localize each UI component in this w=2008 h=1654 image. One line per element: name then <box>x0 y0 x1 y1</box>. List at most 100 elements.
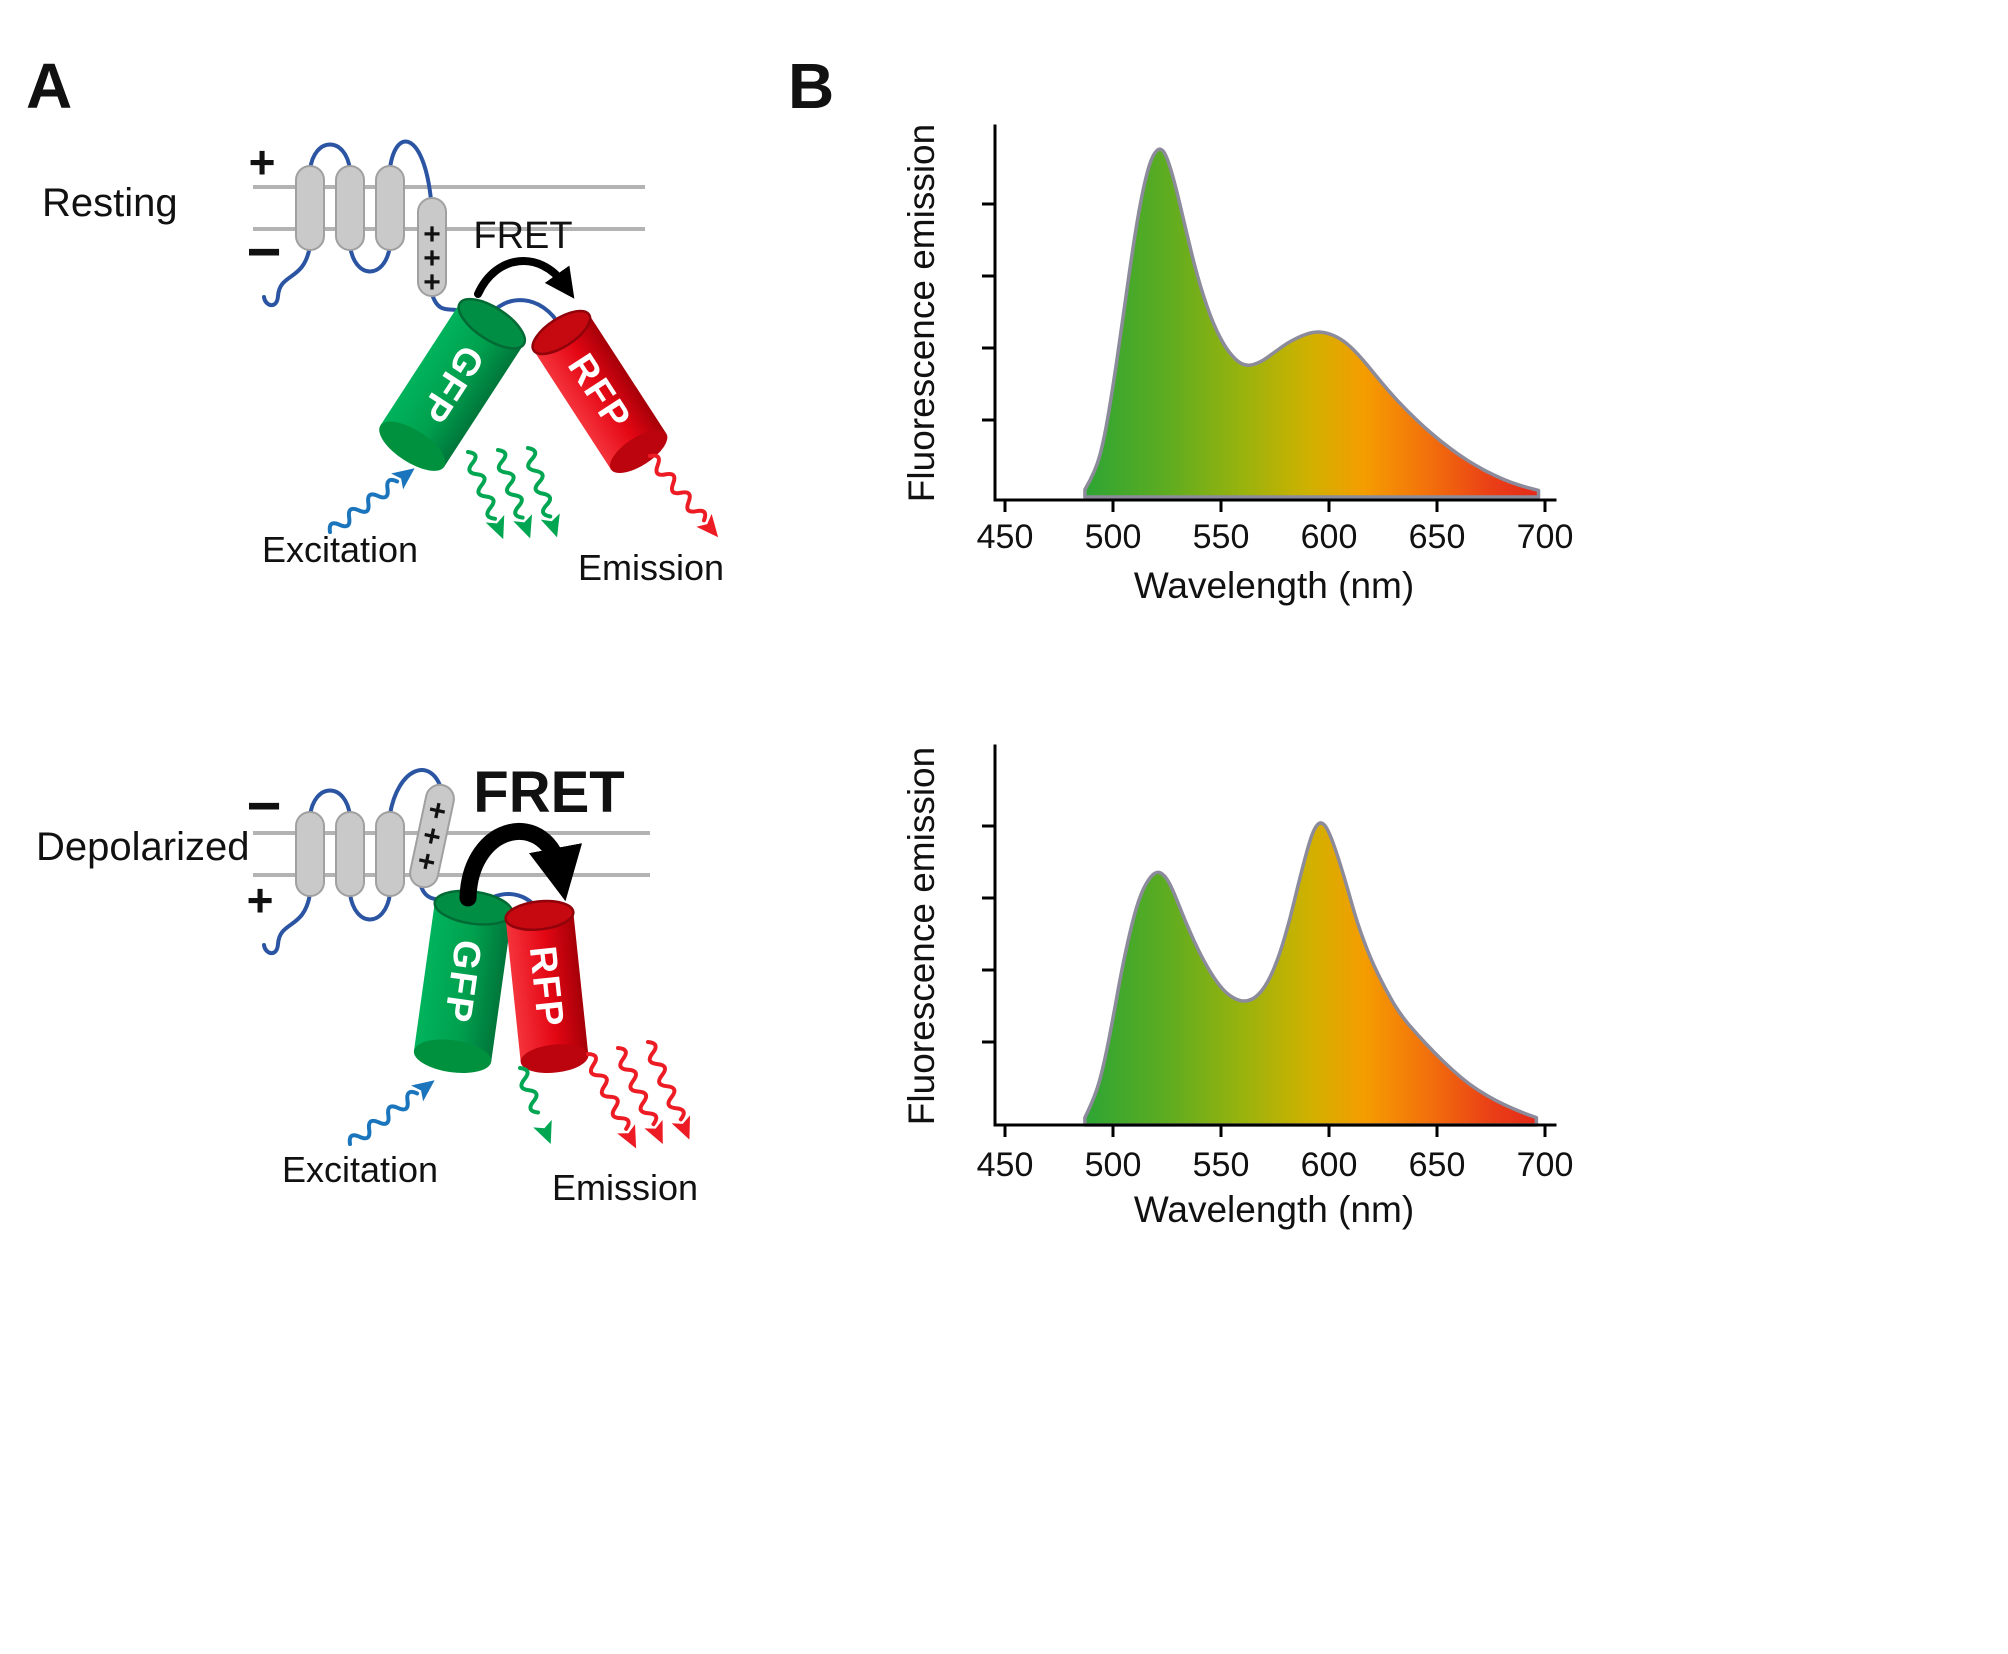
membrane-charge-top: − <box>246 772 281 839</box>
n-terminus-loop <box>262 244 312 308</box>
s4-charge-2: + <box>423 242 441 275</box>
gfp-top-cap <box>457 297 527 350</box>
resting-diagram: Resting + − + + + <box>42 136 724 588</box>
loop-top-2 <box>388 768 443 816</box>
s4-helix-body <box>417 197 447 297</box>
emission-wave <box>648 453 708 523</box>
excitation-wave-arrow <box>347 1080 435 1146</box>
emission-wave <box>616 1046 659 1127</box>
gfp-cylinder: GFP <box>413 889 514 1074</box>
excitation-label: Excitation <box>282 1149 438 1190</box>
emission-wave-arrow-green-1 <box>466 450 505 540</box>
rfp-bottom-cap <box>609 430 668 474</box>
loop-top-1 <box>308 788 352 818</box>
excitation-wave-arrow <box>327 468 415 534</box>
s4-charge-3: + <box>423 266 441 299</box>
depolarized-state-label: Depolarized <box>36 825 249 869</box>
emission-wave <box>646 1040 686 1122</box>
x-tick-label: 550 <box>1193 1146 1250 1184</box>
emission-arrowhead-icon <box>533 1119 552 1145</box>
panel-b: B 450 500 550 600 650 700 Wavelength (nm… <box>788 50 1573 1230</box>
fret-arrow <box>459 823 583 907</box>
s4-helix-body <box>409 783 455 889</box>
gfp-body <box>380 303 524 467</box>
excitation-wave <box>347 1089 420 1146</box>
x-tick-label: 650 <box>1409 518 1466 556</box>
helix-2 <box>335 165 365 251</box>
emission-arrowhead-icon <box>540 513 560 538</box>
loop-bottom-1 <box>348 892 392 922</box>
fret-arrow <box>474 257 575 299</box>
emission-wave-arrow-green-1 <box>518 1066 552 1145</box>
resting-state-label: Resting <box>42 181 178 225</box>
rfp-top-cap <box>504 899 575 932</box>
emission-wave <box>466 450 497 521</box>
rfp-bottom-cap <box>520 1044 589 1073</box>
x-tick-label: 650 <box>1409 1146 1466 1184</box>
excitation-label: Excitation <box>262 529 418 570</box>
x-tick-label: 450 <box>977 1146 1034 1184</box>
panel-a-label: A <box>26 50 72 122</box>
emission-wave-arrow-red-1 <box>648 453 719 538</box>
membrane-charge-bottom: − <box>246 218 281 285</box>
panel-a: A Resting + − + + <box>26 50 724 1208</box>
membrane-charge-bottom: + <box>247 874 274 926</box>
emission-wave-arrow-red-3 <box>646 1040 691 1140</box>
x-tick-label: 500 <box>1085 1146 1142 1184</box>
membrane-charge-top: + <box>249 136 276 188</box>
n-terminus-loop <box>262 892 312 956</box>
chart-axes <box>993 124 1557 502</box>
fret-label: FRET <box>473 215 572 257</box>
x-axis-label: Wavelength (nm) <box>1134 565 1414 606</box>
y-axis-label: Fluorescence emission <box>901 747 942 1125</box>
x-axis-ticks <box>1003 1125 1547 1137</box>
emission-arrowhead-icon <box>671 1115 691 1140</box>
panel-b-label: B <box>788 50 834 122</box>
rfp-body <box>533 314 667 470</box>
loop-bottom-1 <box>348 244 392 274</box>
emission-wave <box>526 446 553 519</box>
fret-label: FRET <box>473 760 624 825</box>
chart-resting: 450 500 550 600 650 700 Wavelength (nm) … <box>901 124 1573 606</box>
emission-spectrum-curve <box>1083 821 1539 1127</box>
x-axis-label: Wavelength (nm) <box>1134 1189 1414 1230</box>
excitation-arrowhead-icon <box>391 468 415 490</box>
helix-3 <box>375 165 405 251</box>
x-tick-label: 700 <box>1517 518 1574 556</box>
helix-1 <box>295 811 325 897</box>
emission-spectrum-curve <box>1083 147 1541 499</box>
x-tick-label: 600 <box>1301 518 1358 556</box>
emission-wave-arrow-green-2 <box>496 448 533 539</box>
emission-wave <box>586 1052 631 1131</box>
emission-wave-arrow-red-2 <box>616 1046 663 1145</box>
depolarized-diagram: Depolarized − + + + + <box>36 760 698 1208</box>
gfp-bottom-cap <box>413 1039 492 1074</box>
emission-label: Emission <box>578 547 724 588</box>
rfp-label: RFP <box>521 944 571 1030</box>
rfp-body <box>505 911 589 1063</box>
y-axis-ticks <box>982 202 995 422</box>
emission-arrowhead-icon <box>644 1119 663 1145</box>
excitation-arrowhead-icon <box>411 1080 435 1102</box>
helix-3 <box>375 811 405 897</box>
emission-wave <box>496 448 525 520</box>
rfp-cylinder: RFP <box>504 899 589 1073</box>
gfp-cylinder: GFP <box>379 297 527 471</box>
emission-arrowhead-icon <box>617 1124 637 1149</box>
excitation-wave <box>327 477 400 534</box>
emission-wave-arrow-green-3 <box>526 446 560 538</box>
x-tick-label: 700 <box>1517 1146 1574 1184</box>
s4-helix: + + + <box>409 783 455 889</box>
emission-wave <box>518 1066 540 1115</box>
x-tick-label: 600 <box>1301 1146 1358 1184</box>
chart-depolarized: 450 500 550 600 650 700 Wavelength (nm) … <box>901 744 1574 1230</box>
loop-top-2 <box>388 139 433 202</box>
x-tick-label: 500 <box>1085 518 1142 556</box>
loop-top-1 <box>308 142 352 172</box>
x-axis-ticks <box>1003 500 1547 512</box>
helix-1 <box>295 165 325 251</box>
emission-label: Emission <box>552 1167 698 1208</box>
rfp-top-cap <box>531 309 592 356</box>
